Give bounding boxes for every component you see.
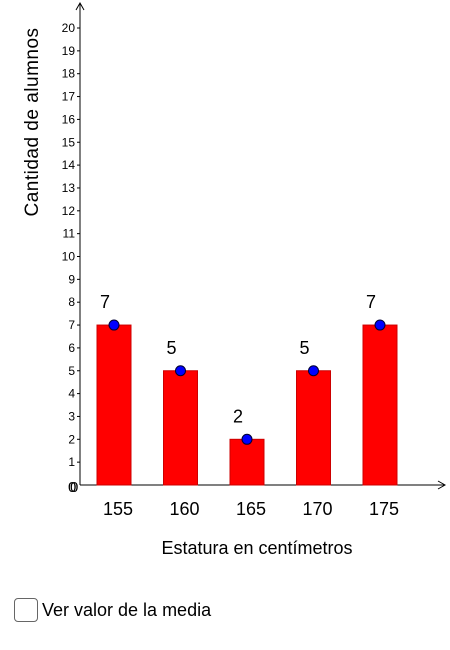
bar-point[interactable] — [308, 365, 319, 377]
y-tick-label: 19 — [62, 44, 76, 58]
x-tick-label: 155 — [103, 499, 133, 519]
data-label: 5 — [167, 338, 177, 358]
y-tick-label: 18 — [62, 67, 76, 81]
y-tick-label: 1 — [68, 455, 75, 469]
y-tick-label: 2 — [68, 432, 75, 446]
y-tick-label: 16 — [62, 112, 76, 126]
y-tick-label: 8 — [68, 295, 75, 309]
y-tick-label: 6 — [68, 341, 75, 355]
mean-toggle[interactable]: Ver valor de la media — [14, 598, 211, 622]
bar — [296, 370, 331, 486]
x-tick-label: 165 — [236, 499, 266, 519]
bars — [96, 324, 398, 486]
x-axis-ticks: 155 160 165 170 175 — [103, 499, 399, 519]
data-labels: 7 5 2 5 7 — [100, 292, 376, 426]
data-label: 7 — [100, 292, 110, 312]
mean-checkbox-label: Ver valor de la media — [42, 599, 212, 620]
y-tick-label: 15 — [62, 135, 76, 149]
y-tick-label: 3 — [68, 409, 75, 423]
data-label: 2 — [233, 406, 243, 426]
x-axis-arrow — [437, 480, 447, 490]
y-tick-label: 5 — [68, 364, 75, 378]
y-tick-label: 7 — [68, 318, 75, 332]
bar — [362, 324, 398, 486]
origin-label: 0 — [68, 479, 76, 496]
data-label: 7 — [366, 292, 376, 312]
x-tick-label: 160 — [169, 499, 199, 519]
bar — [229, 438, 265, 486]
bar — [163, 370, 198, 486]
y-tick-label: 20 — [62, 21, 76, 35]
y-tick-label: 9 — [68, 272, 75, 286]
x-tick-label: 170 — [302, 499, 332, 519]
bar — [96, 324, 132, 486]
y-axis-arrow — [75, 1, 85, 11]
bar-point[interactable] — [241, 433, 253, 445]
y-tick-label: 12 — [62, 204, 76, 218]
bar-point[interactable] — [374, 319, 386, 331]
y-tick-label: 13 — [62, 181, 76, 195]
x-axis-title: Estatura en centímetros — [161, 538, 352, 558]
y-tick-label: 17 — [62, 90, 76, 104]
mean-checkbox[interactable] — [14, 598, 38, 622]
y-tick-label: 10 — [62, 250, 76, 264]
y-tick-label: 11 — [63, 227, 76, 241]
bar-point[interactable] — [108, 319, 120, 331]
bar-points — [108, 319, 386, 445]
y-tick-label: 4 — [68, 387, 75, 401]
bar-point[interactable] — [175, 365, 186, 377]
x-tick-label: 175 — [369, 499, 399, 519]
origin-label: 0 — [70, 479, 78, 496]
y-tick-label: 14 — [62, 158, 76, 172]
data-label: 5 — [300, 338, 310, 358]
y-axis-title: Cantidad de alumnos — [22, 27, 43, 216]
